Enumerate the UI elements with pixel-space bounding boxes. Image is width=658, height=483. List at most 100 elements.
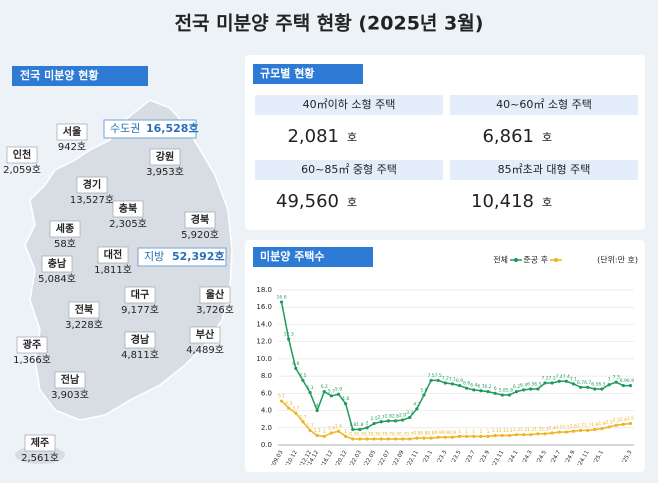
value-label: 1 bbox=[458, 429, 461, 435]
point bbox=[401, 437, 405, 441]
point bbox=[415, 436, 419, 440]
value-label: 1.1 bbox=[499, 428, 506, 434]
value-label: 1 bbox=[487, 429, 490, 435]
point bbox=[550, 431, 554, 435]
value-label: 7.1 bbox=[570, 376, 577, 382]
point bbox=[514, 390, 519, 394]
point bbox=[450, 382, 455, 386]
point bbox=[379, 420, 383, 424]
y-tick-label: 4.0 bbox=[261, 407, 272, 415]
point bbox=[415, 407, 419, 411]
value-label: 6.9 bbox=[620, 378, 627, 384]
value-label: 6.2 bbox=[321, 384, 328, 390]
point bbox=[457, 383, 462, 388]
point bbox=[365, 437, 369, 441]
point bbox=[614, 380, 618, 384]
value-label: 2 bbox=[366, 420, 369, 426]
point bbox=[621, 422, 625, 426]
value-label: 2.5 bbox=[371, 416, 378, 422]
value-label: 6.5 bbox=[598, 382, 605, 388]
region-name: 전남 bbox=[61, 373, 80, 386]
value-label: 6.5 bbox=[534, 382, 541, 388]
point bbox=[386, 437, 390, 441]
region-name: 울산 bbox=[206, 288, 225, 301]
region-name: 광주 bbox=[23, 339, 41, 351]
region-name-box bbox=[97, 246, 129, 264]
point bbox=[486, 434, 490, 438]
value-label: 0.8 bbox=[420, 431, 427, 437]
value-label: 7.3 bbox=[613, 375, 620, 381]
region-value: 3,953호 bbox=[146, 166, 184, 178]
point bbox=[479, 389, 483, 393]
region-name-box bbox=[189, 326, 221, 344]
y-tick-label: 18.0 bbox=[256, 286, 272, 294]
y-tick-label: 10.0 bbox=[256, 355, 272, 363]
capital-box bbox=[103, 119, 197, 139]
page-title: 전국 미분양 주택 현황 (2025년 3월) bbox=[175, 12, 484, 35]
provinces-value: 52,392호 bbox=[172, 249, 225, 263]
point bbox=[372, 437, 376, 441]
point bbox=[529, 433, 533, 437]
value-label: 7.5 bbox=[435, 373, 442, 379]
region-name-box bbox=[24, 434, 56, 452]
chart-title-box bbox=[253, 247, 373, 267]
point bbox=[586, 385, 590, 389]
value-label: 2.8 bbox=[385, 413, 392, 419]
value-label: 5.8 bbox=[420, 388, 427, 394]
legend-label: 전체 bbox=[493, 255, 508, 265]
provinces-label: 지방 bbox=[144, 250, 164, 263]
region-name-box bbox=[49, 220, 81, 238]
size-cell-value: 49,560 bbox=[276, 191, 339, 212]
point bbox=[279, 399, 284, 403]
point bbox=[450, 435, 455, 439]
point bbox=[472, 388, 476, 392]
region-name-box bbox=[124, 286, 156, 304]
size-cell-unit: 호 bbox=[347, 131, 357, 144]
point bbox=[543, 432, 547, 436]
value-label: 2.5 bbox=[627, 416, 634, 422]
value-label: 7.5 bbox=[427, 373, 434, 379]
value-label: 1.4 bbox=[549, 425, 556, 431]
point bbox=[628, 383, 633, 388]
point bbox=[393, 419, 398, 423]
size-cell-header bbox=[255, 160, 443, 180]
point bbox=[308, 390, 312, 395]
point bbox=[536, 387, 540, 391]
value-label: 1.3 bbox=[534, 426, 541, 432]
value-label: 7.4 bbox=[556, 374, 563, 380]
point bbox=[322, 390, 326, 394]
region-value: 5,920호 bbox=[181, 229, 219, 241]
point bbox=[429, 378, 433, 383]
point bbox=[607, 425, 611, 429]
chart-title: 미분양 주택수 bbox=[260, 249, 325, 263]
unit-label: (단위:만 호) bbox=[597, 255, 638, 265]
value-label: 4.3 bbox=[285, 400, 292, 406]
point bbox=[422, 393, 426, 397]
value-label: 0.7 bbox=[378, 431, 385, 437]
provinces-box bbox=[137, 247, 227, 267]
point bbox=[486, 390, 490, 394]
value-label: 1.6 bbox=[570, 424, 577, 430]
value-label: 1.7 bbox=[577, 423, 584, 429]
point bbox=[621, 383, 625, 388]
point bbox=[571, 429, 576, 433]
point bbox=[550, 381, 554, 385]
point bbox=[408, 437, 412, 441]
point bbox=[329, 431, 333, 435]
value-label: 6.1 bbox=[306, 385, 313, 391]
region-value: 2,305호 bbox=[109, 218, 147, 230]
point bbox=[579, 385, 583, 389]
region-name: 경남 bbox=[131, 333, 150, 346]
value-label: 0.9 bbox=[449, 430, 456, 436]
region-value: 2,059호 bbox=[3, 164, 41, 176]
region-value: 13,527호 bbox=[70, 194, 114, 206]
size-cell-value: 6,861 bbox=[482, 126, 534, 147]
point bbox=[600, 427, 604, 431]
region-value: 3,726호 bbox=[196, 304, 234, 316]
value-label: 6.6 bbox=[463, 381, 470, 387]
point bbox=[593, 387, 597, 391]
value-label: 0.7 bbox=[399, 431, 406, 437]
size-cell-unit: 호 bbox=[347, 196, 357, 209]
y-tick-label: 6.0 bbox=[261, 389, 272, 397]
size-cell-label: 85㎡초과 대형 주택 bbox=[498, 163, 591, 176]
